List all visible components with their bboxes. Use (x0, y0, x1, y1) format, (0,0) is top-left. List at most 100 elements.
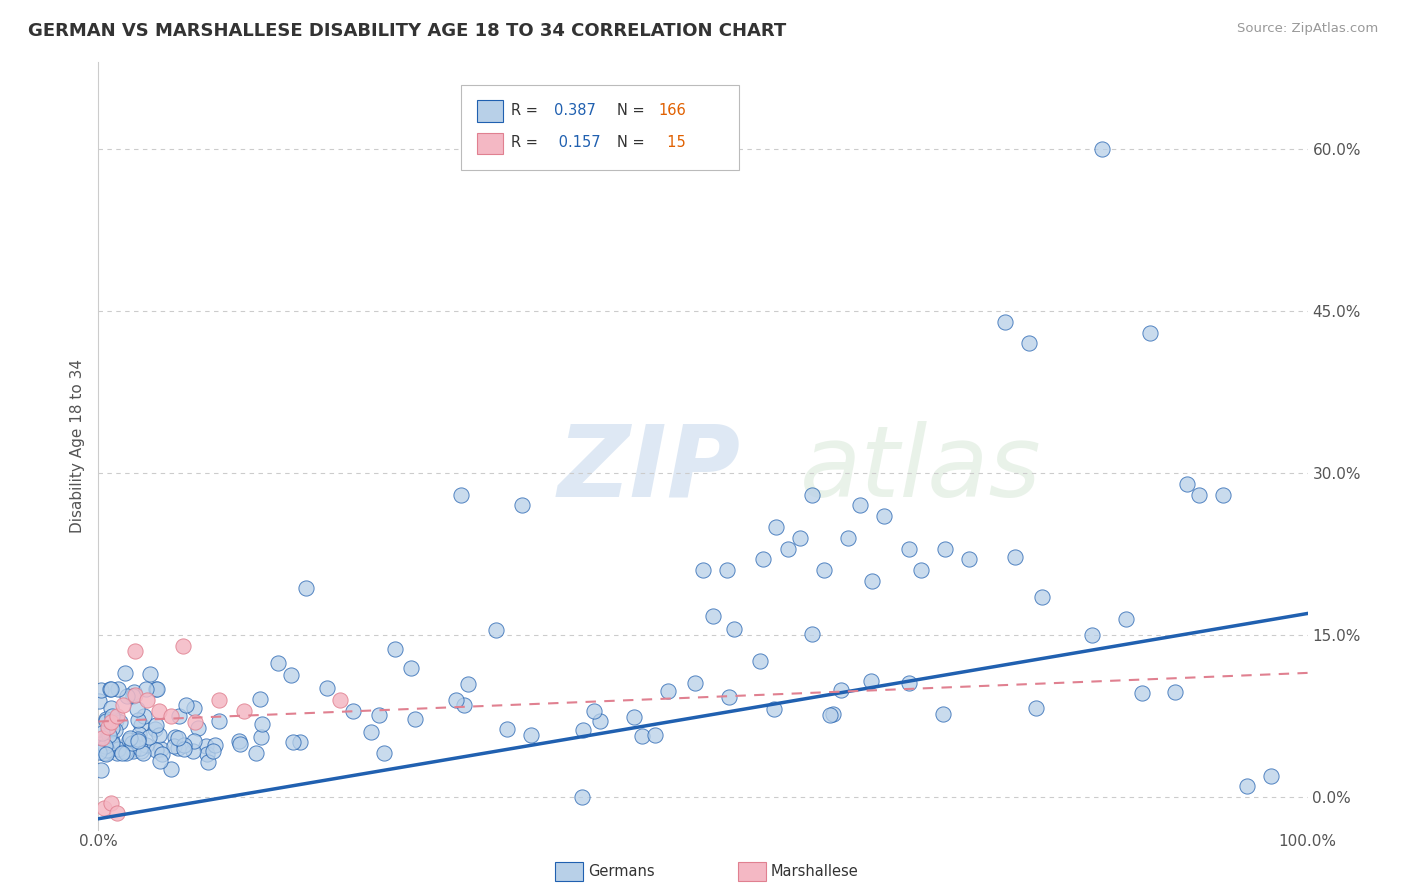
Point (97, 723, 120, 737)
Text: N =: N = (617, 103, 645, 118)
Point (229, 738, 252, 752)
Point (145, 682, 167, 697)
Point (384, 642, 406, 657)
Point (800, 488, 823, 502)
Point (183, 734, 205, 748)
Point (127, 702, 149, 716)
Point (100, 734, 122, 748)
Point (160, 762, 183, 776)
Point (93, 801, 115, 815)
Point (100, 701, 122, 715)
Point (897, 676, 920, 690)
Point (90, 763, 112, 777)
Point (250, 730, 273, 744)
Point (146, 682, 169, 697)
Point (820, 707, 842, 722)
Point (122, 744, 145, 758)
Point (801, 626, 824, 640)
Point (115, 689, 138, 703)
Point (329, 693, 352, 707)
Point (149, 754, 172, 768)
Point (776, 541, 799, 556)
Point (128, 727, 150, 741)
Point (124, 688, 146, 702)
Point (114, 744, 136, 758)
Point (97, 720, 120, 734)
Point (93, 746, 115, 760)
Point (173, 742, 195, 756)
Point (1175, 476, 1198, 491)
Point (160, 709, 183, 723)
Point (1031, 591, 1053, 605)
Point (100, 714, 122, 729)
Point (91, 740, 114, 755)
Point (96, 746, 118, 760)
Point (280, 668, 302, 682)
Point (143, 722, 166, 736)
Point (173, 739, 195, 753)
Point (129, 743, 152, 757)
Point (110, 714, 132, 729)
Point (1004, 550, 1026, 565)
Point (1091, 142, 1114, 156)
Point (589, 714, 612, 728)
Point (717, 690, 740, 704)
Point (194, 739, 217, 753)
Point (207, 714, 229, 728)
Text: N =: N = (617, 136, 645, 151)
Point (105, 806, 128, 821)
Point (96, 730, 118, 744)
Point (187, 721, 209, 735)
Point (127, 713, 149, 727)
Point (232, 704, 254, 718)
Point (315, 681, 337, 695)
Point (813, 563, 835, 577)
Point (249, 691, 271, 706)
Point (830, 683, 852, 698)
Point (692, 563, 714, 577)
Point (510, 499, 533, 513)
Text: GERMAN VS MARSHALLESE DISABILITY AGE 18 TO 34 CORRELATION CHART: GERMAN VS MARSHALLESE DISABILITY AGE 18 … (28, 22, 786, 40)
Point (145, 742, 167, 756)
Point (910, 563, 932, 577)
Point (934, 541, 956, 556)
Point (148, 728, 170, 742)
Text: Source: ZipAtlas.com: Source: ZipAtlas.com (1237, 22, 1378, 36)
Point (122, 689, 145, 703)
Point (100, 796, 122, 810)
Point (148, 704, 170, 718)
Point (360, 725, 382, 739)
FancyBboxPatch shape (477, 133, 503, 154)
Point (107, 742, 129, 756)
Point (132, 708, 155, 723)
Point (837, 531, 859, 545)
Point (631, 730, 654, 744)
Point (1236, 780, 1258, 794)
Point (89, 737, 111, 751)
Point (100, 682, 122, 697)
Text: Germans: Germans (588, 864, 654, 879)
Point (107, 682, 129, 697)
Point (114, 666, 136, 681)
Point (250, 716, 273, 731)
Point (181, 744, 204, 758)
Point (90, 737, 112, 751)
Point (957, 552, 980, 566)
Point (288, 735, 311, 749)
Text: atlas: atlas (800, 420, 1042, 517)
Point (167, 708, 190, 723)
Point (135, 682, 157, 697)
Point (294, 581, 316, 595)
Point (404, 712, 426, 726)
Point (163, 730, 186, 744)
Point (94, 739, 117, 753)
Text: 15: 15 (658, 136, 686, 151)
Text: Marshallese: Marshallese (770, 864, 858, 879)
Point (100, 709, 122, 723)
Point (1018, 336, 1040, 351)
Point (994, 315, 1017, 329)
Point (124, 644, 146, 658)
Point (89, 746, 111, 760)
Point (96, 712, 118, 726)
Point (373, 746, 395, 760)
